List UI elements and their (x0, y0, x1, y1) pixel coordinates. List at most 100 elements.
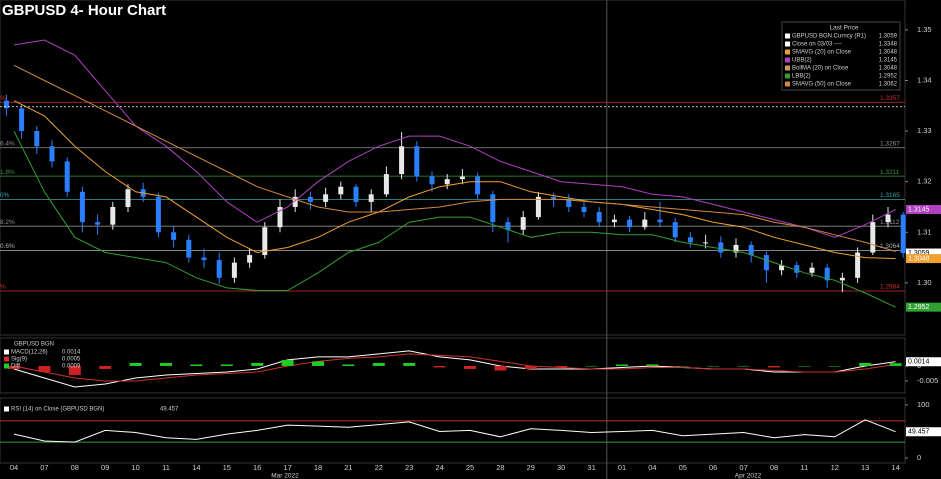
candle-body (733, 244, 739, 253)
value-tag (906, 427, 941, 437)
x-tick-label: 01 (618, 463, 626, 472)
legend-value: 0.0005 (62, 357, 81, 363)
candle-body (155, 196, 161, 233)
legend-label: SMAVG (20) on Close (792, 50, 852, 56)
legend-label: MACD(12,26) (11, 350, 48, 356)
legend-swatch (4, 356, 9, 362)
y-tick-label: 1.30 (917, 278, 932, 287)
x-tick-label: 11 (162, 463, 170, 472)
candle-body (490, 194, 496, 223)
legend-value: 1.3059 (879, 34, 898, 40)
legend-box (781, 21, 901, 91)
candle-body (231, 262, 237, 278)
x-tick-label: 22 (375, 463, 383, 472)
level-label: 1.2984 (880, 284, 900, 291)
legend-value: 0.0014 (62, 350, 81, 356)
candle-body (323, 194, 329, 202)
diff-bar (190, 364, 203, 366)
candle-body (307, 196, 313, 202)
value-tag-label: 1.3048 (908, 255, 930, 262)
legend-title: Last Price (830, 25, 859, 32)
candle-body (703, 242, 709, 244)
x-tick-label: 06 (709, 463, 717, 472)
x-tick-label: 12 (831, 463, 839, 472)
candle-body (19, 108, 25, 132)
diff-bar (859, 362, 872, 366)
candle-body (399, 146, 405, 175)
diff-bar (646, 364, 659, 366)
candle-body (748, 244, 754, 256)
diff-bar (798, 365, 811, 367)
candle-body (642, 219, 648, 228)
level-pct: % (0, 284, 6, 291)
diff-bar (464, 365, 476, 369)
diff-bar (555, 365, 568, 368)
candle-body (216, 260, 222, 278)
legend-swatch (785, 81, 790, 87)
candle-body (277, 206, 283, 228)
diff-bar (38, 365, 51, 372)
legend-value: 1.3048 (879, 50, 898, 56)
diff-bar (129, 362, 142, 366)
candle-body (505, 222, 511, 230)
x-tick-label: 07 (40, 463, 48, 472)
candle-body (839, 277, 845, 281)
legend-value: 49.457 (160, 407, 179, 413)
candle-body (885, 214, 891, 223)
x-tick-label: 04 (648, 463, 656, 472)
diff-bar (737, 365, 750, 367)
candle-body (125, 189, 131, 207)
diff-bar (312, 361, 324, 366)
legend-label: RSI (14) on Close (GBPUSD BGN) (11, 407, 104, 413)
candle-body (763, 255, 769, 271)
x-tick-label: 25 (466, 463, 474, 472)
y-tick-label: 1.34 (917, 75, 932, 84)
value-tag-label: 1.3145 (908, 206, 930, 213)
level-pct: 0.6% (0, 243, 15, 250)
candle-body (353, 186, 359, 202)
candle-body (581, 206, 587, 213)
legend-label: Sig(9) (11, 357, 27, 363)
x-tick-label: 07 (739, 463, 747, 472)
legend-value: 1.3145 (879, 58, 898, 64)
diff-bar (342, 364, 355, 366)
series-line (13, 419, 896, 443)
value-tag (906, 248, 941, 258)
value-tag-label: 1.3059 (908, 250, 930, 257)
diff-bar (403, 362, 416, 366)
candle-body (687, 237, 693, 243)
legend-label: UBB(2) (792, 58, 812, 64)
diff-bar (220, 364, 233, 366)
level-pct: 6.4% (0, 140, 15, 147)
legend-swatch (785, 41, 790, 47)
legend-title: GBPUSD BGN (14, 342, 54, 348)
x-tick-label: 29 (527, 463, 535, 472)
level-label: 1.3267 (880, 140, 900, 147)
candle-body (855, 252, 861, 278)
candle-body (657, 219, 663, 223)
candle-body (247, 255, 253, 263)
diff-bar (8, 365, 20, 369)
value-tag-label: 49.457 (908, 429, 930, 436)
x-tick-label: 14 (192, 463, 200, 472)
candle-body (186, 239, 192, 258)
value-tag-label: 1.2952 (908, 304, 930, 311)
candle-body (611, 219, 617, 223)
legend-label: GBPUSD BGN Curncy (R1) (792, 34, 866, 40)
x-tick-label: 16 (253, 463, 261, 472)
x-tick-label: 09 (101, 463, 109, 472)
diff-bar (676, 365, 689, 367)
legend-swatch (785, 57, 790, 63)
legend-swatch (785, 49, 790, 55)
legend-swatch (785, 33, 790, 39)
candle-body (520, 217, 526, 230)
diff-bar (585, 365, 598, 367)
x-tick-label: 15 (223, 463, 231, 472)
series-line (13, 353, 896, 382)
legend-label: Diff (11, 364, 20, 370)
series-line (13, 130, 896, 308)
x-tick-label: 28 (496, 463, 504, 472)
diff-bar (99, 365, 112, 369)
month-label: Apr 2022 (735, 473, 762, 479)
